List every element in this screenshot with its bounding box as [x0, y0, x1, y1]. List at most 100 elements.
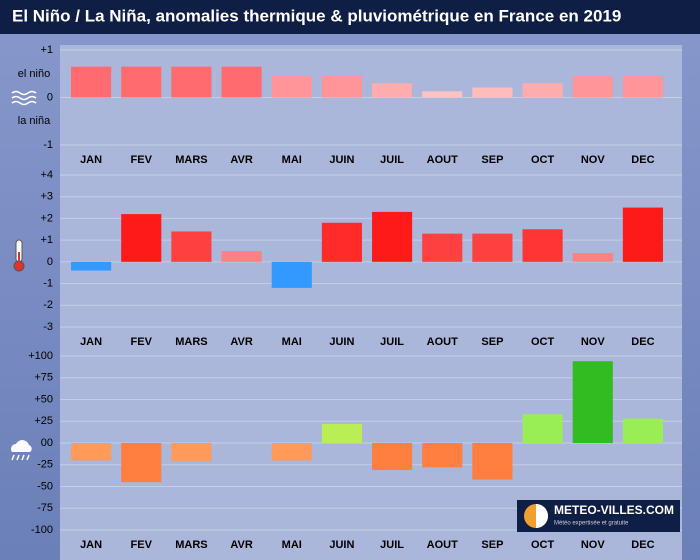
- x-tick-label: JUIN: [329, 539, 354, 551]
- y-tick-label: +50: [34, 393, 53, 405]
- y-tick-label: -1: [43, 277, 53, 289]
- x-tick-label: JUIL: [380, 336, 404, 348]
- x-tick-label: FEV: [131, 154, 153, 166]
- x-tick-label: OCT: [531, 336, 555, 348]
- x-tick-label: MARS: [175, 154, 207, 166]
- bar: [472, 443, 513, 480]
- y-tick-label: +75: [34, 372, 53, 384]
- rain-icon: [11, 440, 32, 461]
- x-tick-label: JUIN: [329, 336, 354, 348]
- y-tick-label: -100: [31, 524, 53, 536]
- x-tick-label: JUIN: [329, 154, 354, 166]
- y-tick-label: -2: [43, 299, 53, 311]
- x-tick-label: MARS: [175, 336, 207, 348]
- x-tick-label: SEP: [481, 154, 503, 166]
- x-tick-label: JUIL: [380, 154, 404, 166]
- x-tick-label: AOUT: [427, 154, 458, 166]
- bar: [121, 66, 162, 98]
- x-tick-label: NOV: [581, 539, 606, 551]
- bar: [71, 443, 112, 461]
- bar: [372, 211, 413, 262]
- y-tick-label: -1: [43, 139, 53, 151]
- bar: [221, 66, 262, 98]
- x-tick-label: MAI: [282, 336, 302, 348]
- y-tick-label: +1: [40, 234, 53, 246]
- brand-logo: METEO-VILLES.COM Météo expertisée et gra…: [517, 500, 680, 532]
- y-tick-label: -50: [37, 480, 53, 492]
- bar: [121, 443, 162, 483]
- waves-icon: [11, 90, 37, 106]
- page-title: El Niño / La Niña, anomalies thermique &…: [12, 6, 621, 25]
- y-tick-label: +25: [34, 415, 53, 427]
- x-tick-label: DEC: [631, 539, 654, 551]
- x-tick-label: JUIL: [380, 539, 404, 551]
- x-tick-label: SEP: [481, 539, 503, 551]
- bar: [622, 207, 663, 262]
- y-tick-label: 0: [47, 91, 53, 103]
- bar: [221, 251, 262, 262]
- x-tick-label: FEV: [131, 336, 153, 348]
- x-tick-label: MAI: [282, 154, 302, 166]
- x-tick-label: AOUT: [427, 336, 458, 348]
- x-tick-label: AVR: [230, 539, 252, 551]
- x-tick-label: FEV: [131, 539, 153, 551]
- annotation: la niña: [18, 115, 51, 127]
- bar: [472, 87, 513, 98]
- bar: [572, 253, 613, 262]
- x-tick-label: OCT: [531, 154, 555, 166]
- x-tick-label: AVR: [230, 336, 252, 348]
- y-tick-label: +2: [40, 212, 53, 224]
- bar: [271, 261, 312, 288]
- bar: [622, 418, 663, 443]
- bar: [472, 233, 513, 262]
- x-tick-label: MAI: [282, 539, 302, 551]
- x-tick-label: JAN: [80, 336, 102, 348]
- bar: [121, 214, 162, 262]
- bar: [71, 261, 112, 271]
- y-tick-label: 0: [47, 256, 53, 268]
- x-tick-label: NOV: [581, 336, 606, 348]
- x-tick-label: AVR: [230, 154, 252, 166]
- bar: [522, 229, 563, 262]
- bar: [372, 443, 413, 470]
- bar: [171, 66, 212, 98]
- bar: [171, 443, 212, 462]
- bar: [321, 222, 362, 262]
- x-tick-label: MARS: [175, 539, 207, 551]
- panels: +1 0 -1 el niño la niña JAN FEV MARS AVR MAI JUIN J…: [18, 44, 682, 560]
- bar: [572, 76, 613, 98]
- bar: [71, 66, 112, 98]
- bar: [271, 76, 312, 98]
- y-tick-label: +3: [40, 191, 53, 203]
- y-tick-label: -25: [37, 459, 53, 471]
- x-tick-label: NOV: [581, 154, 606, 166]
- y-tick-label: +100: [28, 350, 53, 362]
- x-tick-label: JAN: [80, 539, 102, 551]
- y-tick-label: -75: [37, 502, 53, 514]
- bar: [422, 443, 463, 468]
- x-tick-label: SEP: [481, 336, 503, 348]
- x-tick-label: DEC: [631, 336, 654, 348]
- header-bar: [0, 0, 700, 34]
- bar: [622, 76, 663, 98]
- bar: [522, 83, 563, 98]
- bar: [271, 443, 312, 461]
- brand-name: METEO-VILLES.COM: [554, 503, 674, 517]
- thermometer-icon: [13, 239, 25, 272]
- panel: [60, 45, 682, 177]
- brand-tagline: Météo expertisée et gratuite: [554, 521, 629, 527]
- bar: [171, 231, 212, 262]
- bar: [372, 83, 413, 98]
- bar: [321, 76, 362, 98]
- x-tick-label: AOUT: [427, 539, 458, 551]
- bar: [522, 414, 563, 443]
- y-tick-label: +1: [40, 44, 53, 56]
- bar: [422, 91, 463, 98]
- panel: [60, 170, 682, 359]
- annotation: el niño: [18, 68, 50, 80]
- x-tick-label: DEC: [631, 154, 654, 166]
- y-tick-label: +4: [40, 169, 53, 181]
- bar: [422, 233, 463, 262]
- x-tick-label: OCT: [531, 539, 555, 551]
